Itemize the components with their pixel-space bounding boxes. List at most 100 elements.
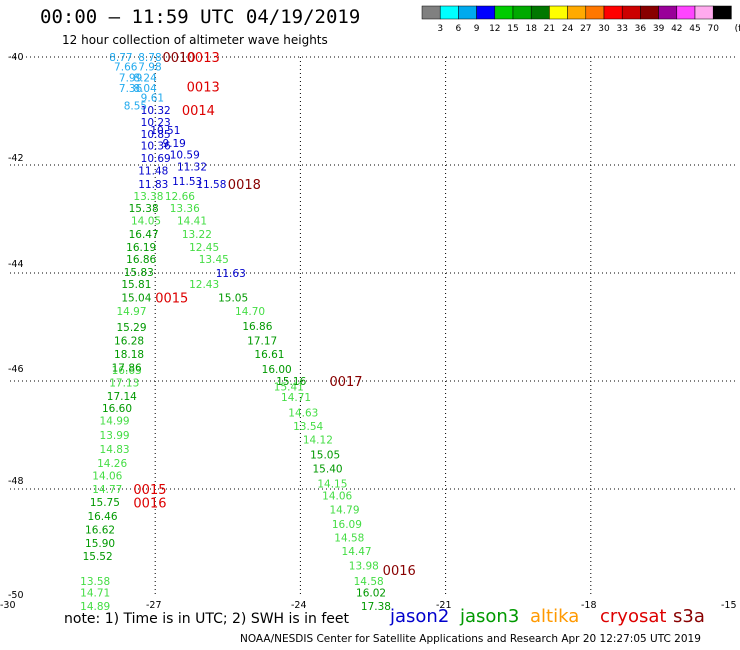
lat-label: -48 — [8, 476, 24, 487]
lat-label: -42 — [8, 153, 24, 164]
lon-label: -21 — [436, 600, 452, 611]
legend-swatch — [530, 5, 550, 20]
wave-height-value: 11.48 — [138, 165, 168, 177]
legend-label: 45 — [689, 24, 700, 34]
legend-swatch — [494, 5, 514, 20]
wave-height-value: 13.98 — [349, 561, 379, 573]
wave-height-value: 7.66 — [114, 62, 138, 74]
legend-swatch — [421, 5, 441, 20]
wave-height-value: 14.15 — [317, 479, 347, 491]
lon-label: -27 — [146, 600, 162, 611]
legend-label: 21 — [544, 24, 555, 34]
wave-height-value: 11.58 — [196, 179, 226, 191]
wave-height-value: 10.36 — [141, 141, 171, 153]
wave-height-value: 15.05 — [218, 292, 248, 304]
wave-height-value: 14.05 — [131, 216, 161, 228]
wave-height-value: 16.63 — [112, 365, 142, 377]
wave-height-value: 13.54 — [293, 421, 323, 433]
track-time-label: 0016 — [383, 564, 416, 579]
wave-height-value: 16.28 — [114, 336, 144, 348]
wave-height-value: 10.23 — [141, 117, 171, 129]
wave-height-value: 14.83 — [100, 444, 130, 456]
wave-height-value: 15.90 — [85, 538, 115, 550]
wave-height-value: 10.69 — [141, 153, 171, 165]
legend-label: 3 — [437, 24, 443, 34]
wave-height-value: 13.58 — [80, 576, 110, 588]
wave-height-value: 14.06 — [322, 490, 352, 502]
wave-height-value: 14.89 — [80, 601, 110, 613]
wave-height-value: 10.51 — [150, 125, 180, 137]
wave-height-value: 16.86 — [242, 321, 272, 333]
legend-label: 24 — [562, 24, 574, 34]
wave-height-value: 16.62 — [85, 525, 115, 537]
track-time-label: 0013 — [187, 51, 220, 66]
legend-swatch — [640, 5, 659, 20]
wave-height-value: 16.19 — [126, 242, 156, 254]
legend-unit: (ft) — [735, 24, 740, 34]
wave-height-value: 9.19 — [162, 138, 185, 150]
legend-label: 27 — [580, 24, 591, 34]
legend-swatch — [439, 5, 459, 20]
track-time-label: 0016 — [133, 497, 166, 512]
wave-height-value: 15.05 — [310, 449, 340, 461]
page-subtitle: 12 hour collection of altimeter wave hei… — [62, 33, 328, 47]
wave-height-value: 16.46 — [87, 511, 117, 523]
wave-height-value: 12.66 — [165, 191, 195, 203]
wave-height-value: 16.60 — [102, 403, 132, 415]
wave-height-value: 14.12 — [303, 434, 333, 446]
legend-label: 15 — [507, 24, 518, 34]
wave-height-value: 16.00 — [262, 364, 292, 376]
lat-label: -50 — [8, 590, 24, 601]
wave-height-value: 14.06 — [92, 471, 122, 483]
legend-swatch — [585, 5, 605, 20]
wave-height-value: 15.81 — [121, 279, 151, 291]
wave-height-value: 18.18 — [114, 349, 144, 361]
legend-cryosat: cryosat — [600, 606, 667, 627]
wave-height-value: 17.13 — [109, 378, 139, 390]
legend-label: 9 — [474, 24, 480, 34]
lat-label: -40 — [8, 52, 24, 63]
wave-height-value: 14.70 — [235, 306, 265, 318]
wave-height-value: 14.63 — [288, 407, 318, 419]
legend-label: 6 — [456, 24, 462, 34]
wave-height-value: 11.83 — [138, 179, 168, 191]
wave-height-value: 15.04 — [121, 292, 151, 304]
legend-altika: altika — [530, 606, 580, 627]
lon-label: -24 — [291, 600, 307, 611]
wave-height-value: 8.55 — [124, 101, 147, 113]
wave-height-value: 17.17 — [247, 336, 277, 348]
legend-label: 30 — [598, 24, 610, 34]
wave-height-value: 15.41 — [274, 381, 304, 393]
wave-height-value: 7.99 — [119, 73, 142, 85]
wave-height-value: 11.63 — [216, 268, 246, 280]
wave-height-value: 14.47 — [342, 546, 372, 558]
wave-height-value: 16.47 — [129, 229, 159, 241]
wave-height-value: 10.85 — [141, 129, 171, 141]
track-time-label: 0017 — [329, 375, 362, 390]
wave-height-value: 8.77 — [109, 52, 132, 64]
wave-height-value: 9.61 — [141, 93, 164, 105]
legend-label: 39 — [653, 24, 665, 34]
wave-height-value: 17.38 — [361, 601, 391, 613]
legend-label: 12 — [489, 24, 500, 34]
wave-height-value: 7.98 — [138, 62, 161, 74]
footer-note: note: 1) Time is in UTC; 2) SWH is in fe… — [64, 611, 350, 627]
lon-label: -30 — [0, 600, 16, 611]
legend-swatch — [621, 5, 641, 20]
wave-height-value: 14.79 — [329, 505, 359, 517]
wave-height-value: 14.58 — [354, 576, 384, 588]
wave-height-value: 15.40 — [313, 463, 343, 475]
wave-height-value: 12.43 — [189, 279, 219, 291]
wave-height-value: 14.99 — [100, 415, 130, 427]
lon-label: -18 — [581, 600, 597, 611]
legend-label: 33 — [616, 24, 627, 34]
wave-height-value: 15.38 — [129, 203, 159, 215]
wave-height-value: 15.52 — [83, 551, 113, 563]
wave-height-value: 12.45 — [189, 242, 219, 254]
wave-height-value: 13.45 — [199, 254, 229, 266]
lat-label: -44 — [8, 259, 24, 270]
wave-height-value: 14.58 — [334, 533, 364, 545]
page-title: 00:00 – 11:59 UTC 04/19/2019 — [40, 6, 361, 28]
legend-jason3: jason3 — [460, 606, 520, 627]
lon-label: -15 — [721, 600, 737, 611]
